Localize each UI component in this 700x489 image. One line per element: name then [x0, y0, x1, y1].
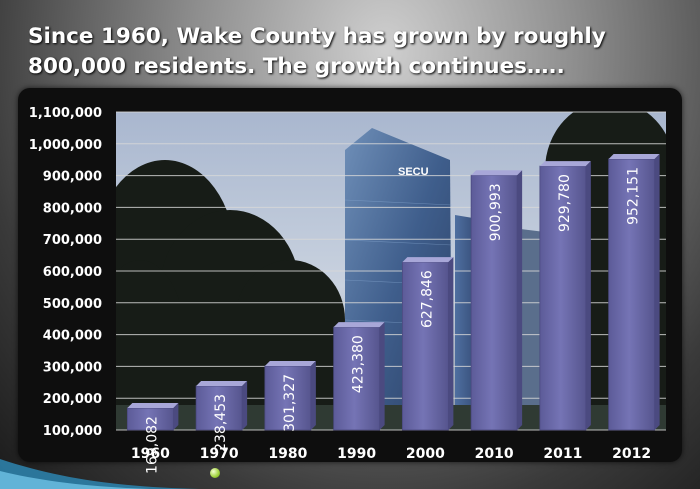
y-tick-label: 1,100,000: [29, 106, 102, 121]
slide-title-line-1: Since 1960, Wake County has grown by rou…: [28, 24, 606, 49]
bar-side: [173, 403, 179, 430]
bar-side: [379, 322, 385, 430]
data-label: 301,327: [282, 374, 298, 432]
y-axis: 100,000 200,000 300,000 400,000 500,000 600,0…: [29, 106, 102, 439]
data-label: 423,380: [351, 335, 367, 393]
bar: [608, 158, 656, 431]
background-photo: SECU: [116, 112, 666, 430]
bar-top: [402, 257, 454, 263]
x-tick-label: 1990: [337, 446, 376, 462]
bar-1980: [264, 360, 316, 431]
bar-2000: [401, 257, 454, 431]
x-tick-label: 2010: [475, 446, 514, 462]
bar-side: [517, 170, 523, 430]
x-axis: 1960 1970 1980 1990 2000 2010 2011 2012: [131, 446, 651, 462]
bar-side: [448, 257, 454, 430]
y-tick-label: 300,000: [43, 360, 102, 375]
bar-top: [539, 161, 591, 167]
x-tick-label: 2012: [612, 446, 651, 462]
data-label: 929,780: [557, 174, 573, 232]
slide-title: Since 1960, Wake County has grown by rou…: [28, 22, 668, 82]
bar-top: [196, 380, 248, 386]
bar-top: [264, 360, 316, 366]
x-tick-label: 1970: [200, 446, 239, 462]
y-tick-label: 1,000,000: [29, 138, 102, 153]
bar-side: [585, 161, 591, 431]
data-label: 627,846: [419, 270, 435, 328]
bar-1990: [333, 322, 385, 431]
y-tick-label: 700,000: [43, 233, 102, 248]
x-tick-label: 1960: [131, 446, 170, 462]
bar-2011: [539, 161, 591, 431]
bar: [470, 174, 518, 431]
data-label: 900,993: [488, 183, 504, 241]
bar: [539, 165, 587, 431]
bar-top: [471, 170, 523, 176]
bar-top: [333, 322, 385, 328]
y-tick-label: 100,000: [43, 424, 102, 439]
bar-2010: [470, 170, 523, 431]
bar-top: [608, 154, 660, 160]
secu-sign: SECU: [398, 166, 429, 178]
bar-side: [242, 380, 248, 430]
bar-series: [126, 154, 660, 431]
decorative-wave: [0, 459, 200, 489]
data-label: 952,151: [626, 167, 642, 225]
bar: [195, 385, 243, 431]
bar-side: [310, 360, 316, 430]
data-labels: 169,082 238,453 301,327 423,380 627,846 900,9…: [144, 167, 641, 474]
bar-top: [127, 403, 179, 409]
bar: [401, 261, 449, 431]
x-tick-label: 2011: [543, 446, 582, 462]
bar-1970: [195, 380, 248, 431]
x-tick-label: 2000: [406, 446, 445, 462]
y-tick-label: 200,000: [43, 392, 102, 407]
y-tick-label: 800,000: [43, 201, 102, 216]
y-tick-label: 500,000: [43, 297, 102, 312]
slide-title-line-2: 800,000 residents. The growth continues……: [28, 54, 565, 79]
bar-1960: [126, 403, 179, 431]
bar-side: [654, 154, 660, 430]
x-tick-label: 1980: [268, 446, 307, 462]
data-label: 238,453: [213, 394, 229, 452]
y-tick-label: 900,000: [43, 170, 102, 185]
data-label: 169,082: [144, 416, 160, 474]
y-tick-label: 400,000: [43, 329, 102, 344]
green-dot-icon: [210, 468, 220, 478]
y-tick-label: 600,000: [43, 265, 102, 280]
bar: [333, 326, 381, 431]
bar-2012: [608, 154, 660, 431]
